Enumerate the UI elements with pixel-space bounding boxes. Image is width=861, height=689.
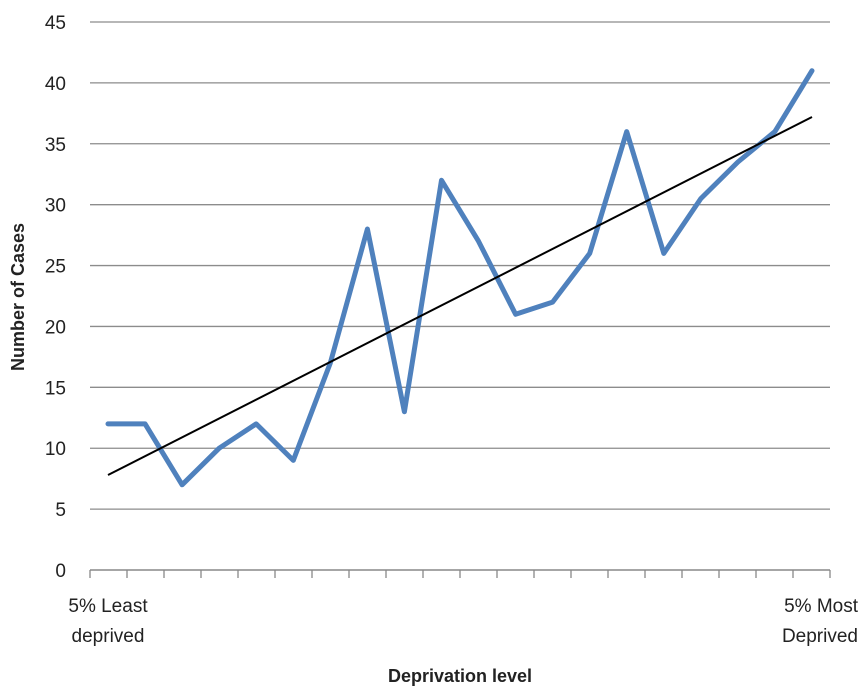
y-tick-label-35: 35 (45, 135, 66, 156)
x-label-start-line2: deprived (72, 626, 145, 647)
y-tick-label-15: 15 (45, 378, 66, 399)
x-axis-title: Deprivation level (388, 666, 532, 686)
y-tick-label-5: 5 (55, 500, 66, 521)
y-tick-label-20: 20 (45, 317, 66, 338)
x-label-start-line1: 5% Least (68, 596, 148, 617)
y-tick-label-10: 10 (45, 439, 66, 460)
y-tick-label-45: 45 (45, 13, 66, 34)
x-label-end-line1: 5% Most (784, 596, 859, 617)
trend-line (107, 116, 813, 476)
gridlines (90, 21, 830, 510)
y-tick-label-30: 30 (45, 196, 66, 217)
x-tick-marks (89, 570, 831, 578)
x-label-end-line2: Deprived (782, 626, 858, 647)
y-tick-label-40: 40 (45, 74, 66, 95)
y-tick-label-0: 0 (55, 561, 66, 582)
series-line (105, 68, 815, 488)
y-tick-label-25: 25 (45, 257, 66, 278)
y-tick-labels: 0 5 10 15 20 25 30 35 40 45 (45, 13, 66, 582)
y-axis-title: Number of Cases (8, 223, 28, 371)
